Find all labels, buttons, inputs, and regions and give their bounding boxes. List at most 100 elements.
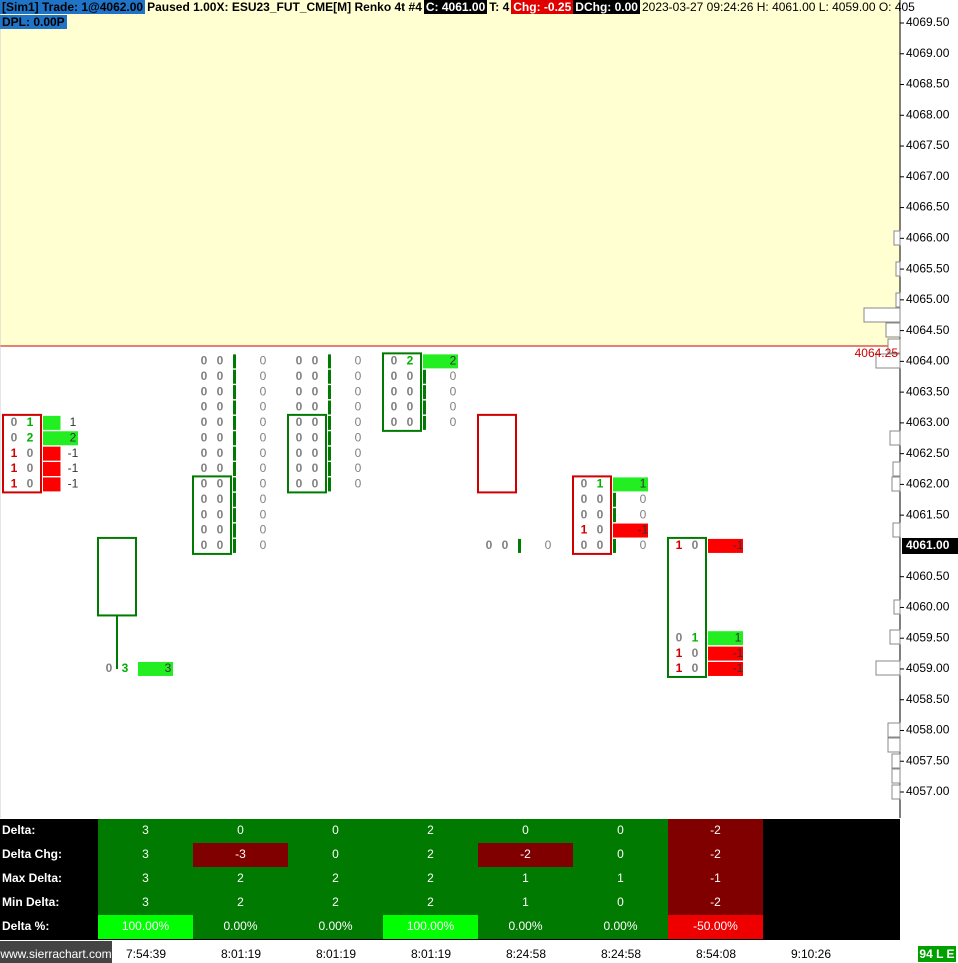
delta: 2 (450, 354, 457, 368)
info: 2023-03-27 09:24:26 H: 4061.00 L: 4059.0… (641, 0, 915, 14)
bid: 0 (581, 507, 588, 521)
delta: -1 (733, 538, 744, 552)
delta-bar (328, 400, 331, 415)
cell (98, 867, 193, 891)
delta: 0 (260, 369, 267, 383)
row-label: Delta %: (2, 919, 49, 933)
bid: 0 (391, 384, 398, 398)
ask: 1 (597, 477, 604, 491)
bid: 0 (581, 538, 588, 552)
bid: 0 (201, 354, 208, 368)
time-label: 8:24:58 (506, 947, 546, 961)
delta: 0 (260, 354, 267, 368)
cell (193, 915, 288, 939)
bid: 1 (11, 446, 18, 460)
bid: 0 (296, 430, 303, 444)
cell (98, 891, 193, 915)
row-label: Max Delta: (2, 871, 62, 885)
delta-bar (233, 400, 236, 415)
time-label: 8:54:08 (696, 947, 736, 961)
bid: 1 (11, 477, 18, 491)
ask: 0 (217, 538, 224, 552)
delta-bar (423, 385, 426, 400)
cell (193, 819, 288, 843)
ask: 0 (597, 507, 604, 521)
bid: 0 (201, 523, 208, 537)
delta-bar (613, 492, 616, 507)
delta: 0 (450, 400, 457, 414)
delta: 0 (260, 507, 267, 521)
cell (193, 891, 288, 915)
cell (573, 915, 668, 939)
delta-bar (613, 538, 616, 553)
bid: 0 (581, 492, 588, 506)
ask: 0 (312, 461, 319, 475)
ask: 0 (27, 446, 34, 460)
cell (383, 891, 478, 915)
current-price-bg (902, 538, 958, 554)
delta: 0 (260, 430, 267, 444)
site-link[interactable]: www.sierrachart.com (0, 947, 112, 961)
delta: 0 (355, 415, 362, 429)
cell-value: 0 (617, 895, 624, 909)
delta: 0 (640, 507, 647, 521)
cell (98, 819, 193, 843)
cell-value: 100.00% (407, 919, 455, 933)
cell-value: 0.00% (508, 919, 542, 933)
cell-value: 3 (142, 847, 149, 861)
change: Chg: -0.25 (511, 0, 574, 14)
ask: 0 (407, 369, 414, 383)
bid: 1 (676, 646, 683, 660)
ask: 0 (692, 661, 699, 675)
ask: 0 (217, 523, 224, 537)
cell-value: 1 (617, 871, 624, 885)
delta-bar (423, 415, 426, 430)
time-label: 8:01:19 (316, 947, 356, 961)
ask: 0 (312, 446, 319, 460)
bid: 0 (391, 400, 398, 414)
volume-profile (863, 230, 901, 800)
cell (668, 867, 763, 891)
candle-body (667, 536, 707, 678)
bid: 0 (676, 630, 683, 644)
cell-value: 3 (142, 823, 149, 837)
cell (478, 843, 573, 867)
delta: 0 (260, 400, 267, 414)
cell (573, 843, 668, 867)
cell-value: -2 (710, 847, 721, 861)
delta: -1 (733, 661, 744, 675)
bid: 0 (201, 415, 208, 429)
price-label: 4066.50 (906, 200, 950, 214)
cell (383, 867, 478, 891)
bid: 0 (201, 369, 208, 383)
cell-value: 2 (427, 823, 434, 837)
delta: 0 (545, 538, 552, 552)
price-label: 4066.00 (906, 230, 950, 244)
ask: 0 (407, 415, 414, 429)
bid: 0 (11, 415, 18, 429)
delta-bar (328, 477, 331, 492)
price-label: 4063.50 (906, 384, 950, 398)
bid: 1 (581, 523, 588, 537)
ask: 3 (122, 661, 129, 675)
cell (193, 867, 288, 891)
delta: 0 (355, 446, 362, 460)
delta-bar (328, 462, 331, 477)
cell-value: 0 (522, 823, 529, 837)
cell (478, 915, 573, 939)
delta-bar (708, 538, 743, 553)
ask: 1 (692, 630, 699, 644)
cell-value: -2 (520, 847, 531, 861)
daily-change: DChg: 0.00 (573, 0, 640, 14)
line-label: 4064.25 (855, 346, 899, 360)
cell-value: 2 (427, 871, 434, 885)
bid: 0 (201, 461, 208, 475)
price-label: 4059.50 (906, 630, 950, 644)
delta-bar (233, 462, 236, 477)
delta: 1 (640, 477, 647, 491)
delta-bar (613, 477, 648, 492)
cell (478, 891, 573, 915)
bid: 0 (201, 477, 208, 491)
price-label: 4067.50 (906, 138, 950, 152)
cell-value: 1 (522, 871, 529, 885)
